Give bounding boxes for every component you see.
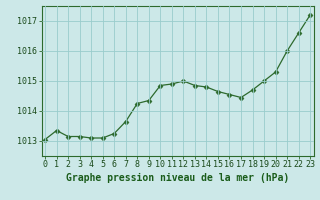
X-axis label: Graphe pression niveau de la mer (hPa): Graphe pression niveau de la mer (hPa) [66, 173, 289, 183]
